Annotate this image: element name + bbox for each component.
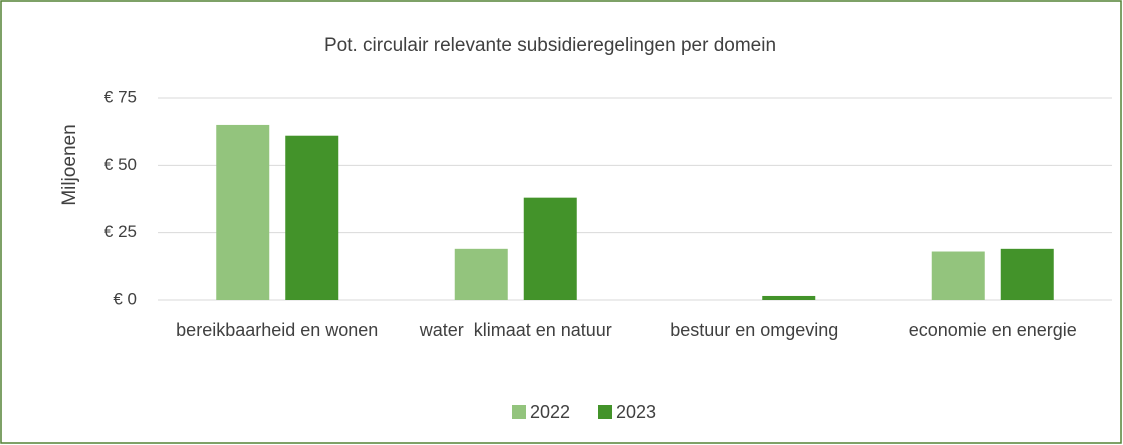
bar bbox=[454, 248, 508, 300]
y-tick-label: € 75 bbox=[104, 87, 137, 106]
y-tick-label: € 25 bbox=[104, 222, 137, 241]
bar bbox=[1000, 248, 1054, 300]
bar bbox=[523, 197, 577, 300]
x-tick-label: water klimaat en natuur bbox=[419, 320, 612, 340]
legend-label: 2022 bbox=[530, 402, 570, 422]
bar bbox=[931, 251, 985, 300]
y-axis-label: Miljoenen bbox=[59, 124, 80, 205]
bar bbox=[285, 135, 339, 300]
y-tick-label: € 50 bbox=[104, 155, 137, 174]
x-tick-label: bereikbaarheid en wonen bbox=[176, 320, 379, 340]
x-tick-label: economie en energie bbox=[908, 320, 1077, 340]
legend-label: 2023 bbox=[616, 402, 656, 422]
legend-swatch bbox=[512, 405, 526, 419]
bar bbox=[216, 124, 270, 300]
x-tick-label: bestuur en omgeving bbox=[670, 320, 839, 340]
chart-title: Pot. circulair relevante subsidieregelin… bbox=[324, 35, 776, 56]
y-tick-label: € 0 bbox=[113, 289, 137, 308]
bar bbox=[762, 295, 816, 300]
legend-swatch bbox=[598, 405, 612, 419]
